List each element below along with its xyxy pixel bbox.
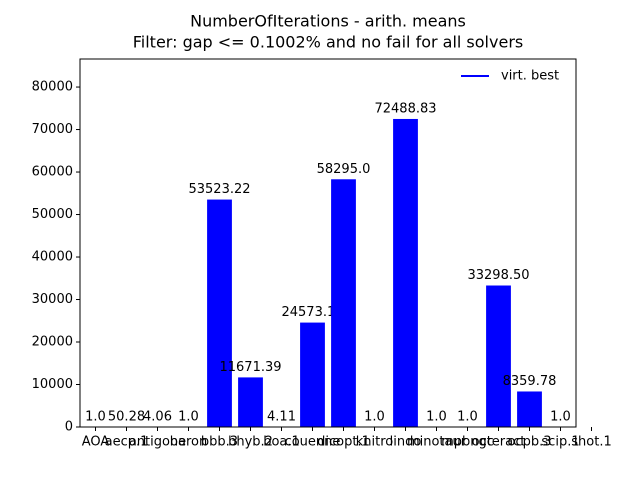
x-tick-label: boa.1 — [263, 435, 300, 450]
x-tick-label: lindo — [390, 435, 422, 450]
y-tick-label: 30000 — [32, 292, 73, 307]
chart-subtitle: Filter: gap <= 0.1002% and no fail for a… — [133, 33, 523, 52]
x-tick-label: baron — [170, 435, 207, 450]
value-label: 11671.39 — [219, 360, 281, 375]
bar — [393, 118, 418, 427]
legend-label: virt. best — [501, 69, 559, 84]
value-label: 1.0 — [178, 409, 199, 424]
y-tick-label: 60000 — [32, 165, 73, 180]
x-tick-label: shot.1 — [571, 435, 611, 450]
x-tick-label: octeract — [472, 435, 526, 450]
x-tick-label: antigone — [129, 435, 186, 450]
x-tick-label: scip.1 — [541, 435, 579, 450]
value-label: 1.0 — [457, 409, 478, 424]
value-label: 1.0 — [550, 409, 571, 424]
value-label: 8359.78 — [503, 374, 557, 389]
x-tick-label: couenne — [285, 435, 341, 450]
y-tick-label: 0 — [65, 420, 73, 435]
value-label: 72488.83 — [374, 101, 436, 116]
value-label: 33298.50 — [467, 268, 529, 283]
plot-frame — [79, 58, 577, 428]
value-label: 24573.17 — [281, 305, 343, 320]
x-tick-label: mpbngc — [441, 435, 494, 450]
value-label: 1.0 — [85, 409, 106, 424]
x-tick-label: AOA — [82, 435, 110, 450]
chart-title: NumberOfIterations - arith. means — [190, 12, 466, 31]
y-tick-label: 10000 — [32, 377, 73, 392]
value-label: 58295.0 — [317, 162, 371, 177]
x-tick-label: ocpb.3 — [507, 435, 551, 450]
x-tick-label: bbb.3 — [201, 435, 238, 450]
y-tick-label: 80000 — [32, 80, 73, 95]
x-tick-label: aecp.1 — [105, 435, 149, 450]
value-label: 4.11 — [267, 409, 296, 424]
y-tick-label: 50000 — [32, 207, 73, 222]
bar — [300, 322, 325, 427]
y-tick-label: 20000 — [32, 335, 73, 350]
value-label: 50.28 — [108, 409, 145, 424]
x-tick-label: minotaur — [407, 435, 467, 450]
bar — [486, 285, 511, 427]
value-label: 53523.22 — [188, 182, 250, 197]
bar — [207, 199, 232, 427]
x-tick-label: dicopt.1 — [317, 435, 370, 450]
x-tick-label: bhyb.2 — [228, 435, 273, 450]
bar — [331, 179, 356, 427]
x-tick-label: knitro — [356, 435, 394, 450]
value-label: 4.06 — [143, 409, 172, 424]
value-label: 1.0 — [426, 409, 447, 424]
y-tick-label: 70000 — [32, 122, 73, 137]
y-tick-label: 40000 — [32, 250, 73, 265]
bar — [517, 391, 542, 427]
value-label: 1.0 — [364, 409, 385, 424]
bar — [238, 377, 263, 427]
